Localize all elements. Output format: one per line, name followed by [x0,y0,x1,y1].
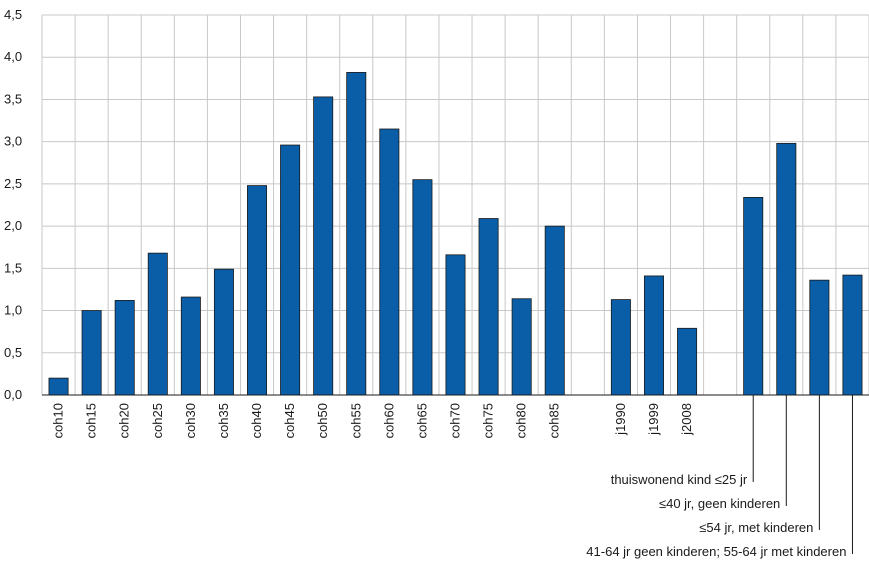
y-tick-label: 4,5 [4,7,22,22]
bar [776,142,797,396]
y-tick-label: 0,0 [4,387,22,402]
x-tick-label: coh40 [249,403,264,438]
bar [147,252,168,396]
bar [643,275,664,396]
y-tick-label: 1,5 [4,260,22,275]
y-tick-label: 1,0 [4,303,22,318]
x-tick-label: coh70 [448,403,463,438]
x-tick-label: coh75 [481,403,496,438]
x-tick-label: j1990 [613,403,628,436]
callout-label: 41-64 jr geen kinderen; 55-64 jr met kin… [586,544,846,559]
bar [346,72,367,396]
bar [379,128,400,396]
bar [247,185,268,396]
bar [809,279,830,396]
callout-label: ≤40 jr, geen kinderen [659,496,780,511]
x-tick-label: coh55 [348,403,363,438]
bar [81,310,102,396]
x-tick-label: coh10 [51,403,66,438]
bar [213,268,234,396]
bar [610,299,631,396]
y-tick-label: 2,0 [4,218,22,233]
x-axis-category-labels: coh10 coh15 coh20 coh25 coh30 coh35 coh40 coh45… [51,403,695,438]
x-tick-label: coh80 [514,403,529,438]
y-axis-tick-labels: 0,0 0,5 1,0 1,5 2,0 2,5 3,0 3,5 4,0 4,5 [4,7,22,402]
callout-label: thuiswonend kind ≤25 jr [611,472,748,487]
bar [114,300,135,396]
y-tick-label: 3,0 [4,134,22,149]
bar [842,274,863,396]
callout-label: ≤54 jr, met kinderen [699,520,813,535]
y-tick-label: 4,0 [4,49,22,64]
y-tick-label: 0,5 [4,345,22,360]
bars [48,72,863,396]
y-tick-label: 2,5 [4,176,22,191]
x-tick-label: coh25 [150,403,165,438]
bar [743,196,764,396]
x-tick-label: coh30 [183,403,198,438]
bar [511,298,532,396]
bar [412,179,433,396]
bar [544,225,565,396]
x-tick-label: coh60 [381,403,396,438]
grid-lines [41,14,869,395]
x-tick-label: coh45 [282,403,297,438]
bar [280,144,301,396]
x-tick-label: coh20 [117,403,132,438]
x-tick-label: coh35 [216,403,231,438]
bar [48,377,69,396]
bar [677,327,698,396]
x-tick-label: coh15 [84,403,99,438]
x-tick-label: coh65 [414,403,429,438]
bar [445,254,466,396]
callout-labels: thuiswonend kind ≤25 jr ≤40 jr, geen kind… [586,395,853,559]
x-tick-label: coh85 [547,403,562,438]
bar [180,296,201,396]
x-tick-label: j2008 [679,403,694,436]
x-tick-label: j1999 [646,403,661,436]
x-tick-label: coh50 [315,403,330,438]
y-tick-label: 3,5 [4,91,22,106]
bar [478,218,499,396]
bar [313,96,334,396]
